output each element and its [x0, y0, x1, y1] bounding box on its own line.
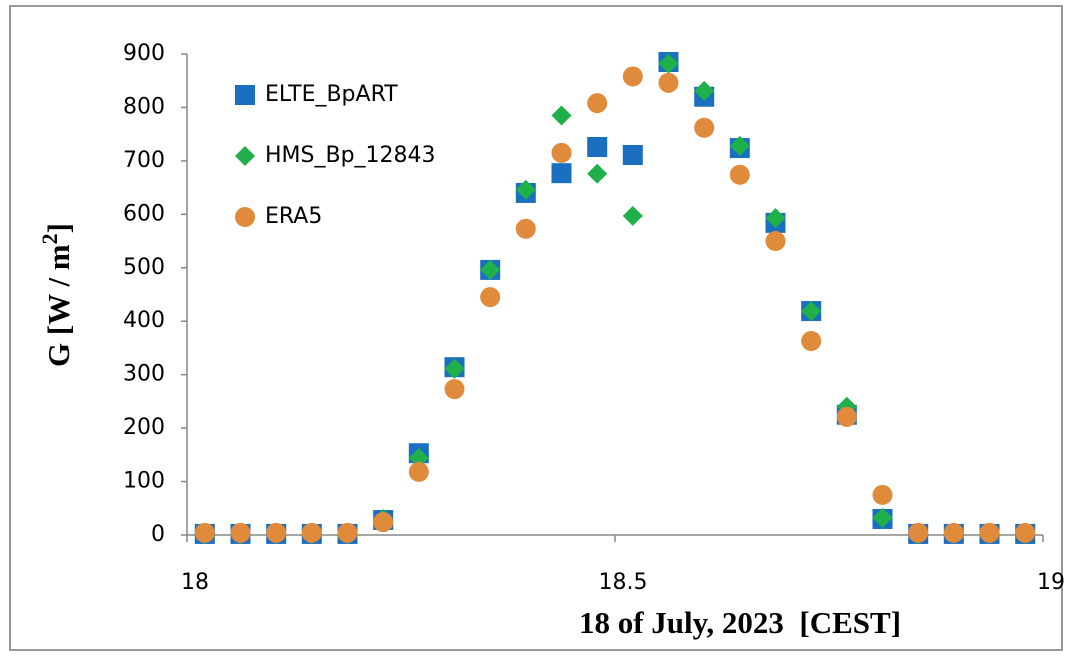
circle-marker — [943, 522, 964, 543]
square-marker — [622, 145, 643, 166]
circle-marker — [230, 522, 251, 543]
circle-marker — [694, 117, 715, 138]
circle-marker — [622, 66, 643, 87]
x-axis-title: 18 of July, 2023 [CEST] — [579, 605, 901, 640]
y-tick-label: 100 — [123, 469, 165, 494]
circle-marker — [480, 287, 501, 308]
diamond-marker — [765, 208, 786, 229]
diamond-marker — [480, 259, 501, 280]
circle-marker — [658, 72, 679, 93]
diamond-marker — [551, 105, 572, 126]
square-marker — [551, 163, 572, 184]
y-tick-label: 400 — [123, 308, 165, 333]
y-axis-title-end: ] — [41, 223, 76, 233]
square-marker — [235, 85, 255, 105]
circle-marker — [373, 512, 394, 533]
x-tick-label: 18.5 — [599, 570, 648, 595]
circle-marker — [587, 93, 608, 114]
circle-marker — [194, 522, 215, 543]
diamond-marker — [444, 358, 465, 379]
circle-marker — [235, 207, 255, 227]
diamond-marker — [658, 53, 679, 74]
circle-marker — [872, 484, 893, 505]
circle-marker — [908, 522, 929, 543]
circle-marker — [444, 379, 465, 400]
diamond-marker — [801, 301, 822, 322]
circle-marker — [551, 142, 572, 163]
x-tick-label: 19 — [1037, 570, 1065, 595]
y-tick-label: 600 — [123, 201, 165, 226]
y-axis-title-sup: 2 — [37, 233, 62, 244]
diamond-marker — [729, 135, 750, 156]
y-tick-label: 200 — [123, 415, 165, 440]
circle-marker — [729, 164, 750, 185]
circle-marker — [337, 522, 358, 543]
circle-marker — [801, 330, 822, 351]
x-tick-label: 18 — [181, 570, 209, 595]
circle-marker — [979, 522, 1000, 543]
y-tick-label: 700 — [123, 148, 165, 173]
circle-marker — [765, 231, 786, 252]
diamond-marker — [622, 205, 643, 226]
legend-label: HMS_Bp_12843 — [265, 143, 436, 168]
legend-label: ERA5 — [265, 204, 322, 229]
y-tick-label: 500 — [123, 255, 165, 280]
circle-marker — [408, 461, 429, 482]
circle-marker — [1015, 522, 1036, 543]
diamond-marker — [515, 179, 536, 200]
diamond-marker — [694, 80, 715, 101]
y-tick-label: 900 — [123, 41, 165, 66]
diamond-marker — [872, 507, 893, 528]
diamond-marker — [235, 146, 255, 166]
circle-marker — [836, 406, 857, 427]
legend-label: ELTE_BpART — [265, 82, 398, 107]
y-tick-label: 0 — [151, 522, 165, 547]
diamond-marker — [587, 163, 608, 184]
circle-marker — [301, 522, 322, 543]
circle-marker — [515, 218, 536, 239]
y-axis-title-text: G [W / m — [41, 244, 76, 367]
square-marker — [587, 136, 608, 157]
chart-frame — [9, 5, 1063, 651]
circle-marker — [266, 522, 287, 543]
y-axis-title: G [W / m2] — [37, 223, 76, 367]
y-tick-label: 800 — [123, 94, 165, 119]
y-tick-label: 300 — [123, 362, 165, 387]
diamond-marker — [408, 448, 429, 469]
